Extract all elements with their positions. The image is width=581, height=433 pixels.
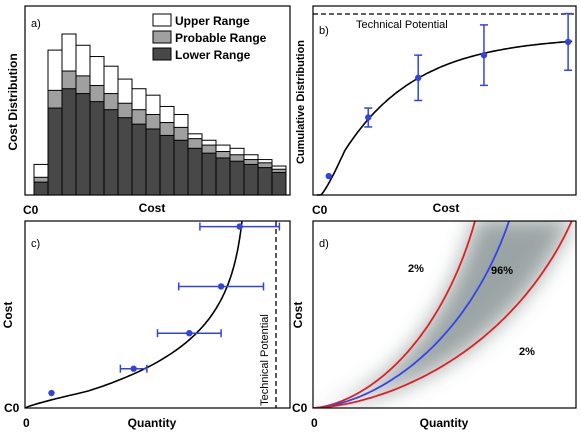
bar-lower-range — [131, 123, 147, 196]
legend-swatch-lower — [152, 47, 172, 61]
legend-label-probable: Probable Range — [175, 31, 267, 45]
panel-d-label: d) — [319, 238, 329, 250]
panel-c-potential-label: Technical Potential — [259, 314, 271, 406]
bar-lower-range — [75, 93, 91, 196]
legend-swatch-probable — [152, 30, 172, 44]
panel-b-potential-label: Technical Potential — [356, 19, 448, 31]
panel-d-annotation-upper: 2% — [408, 263, 424, 275]
panel-b-xlabel: Cost — [433, 201, 460, 215]
data-point — [217, 283, 225, 290]
panel-b-curve — [316, 40, 573, 196]
data-point — [480, 51, 488, 59]
panel-c-x-origin-label: 0 — [23, 416, 30, 430]
panel-d-frame — [312, 220, 577, 409]
bound-curve — [313, 221, 476, 408]
bar-lower-range — [33, 181, 49, 196]
panel-a: a) Upper Range Probable Range Lower Rang… — [6, 5, 291, 217]
bar-lower-range — [103, 109, 119, 196]
panel-d-annotation-middle: 96% — [491, 265, 513, 277]
panel-d-uncertainty-band — [313, 221, 572, 408]
bar-lower-range — [187, 147, 203, 196]
panel-d-x-origin-label: 0 — [311, 416, 318, 430]
bar-lower-range — [257, 167, 273, 196]
panel-c: Technical Potential c) Cost C0 0 Quantit… — [1, 220, 291, 430]
panel-c-frame — [24, 220, 291, 409]
panel-c-ylabel: Cost — [1, 302, 15, 329]
data-point — [236, 223, 243, 230]
panel-d-xlabel: Quantity — [420, 416, 469, 430]
data-point — [130, 365, 137, 372]
panel-a-xlabel: Cost — [139, 201, 166, 215]
data-point — [365, 114, 372, 121]
panel-b-ylabel: Cumulative Distribution — [295, 40, 307, 164]
panel-d-shading — [313, 221, 572, 408]
panel-b: Technical Potential b) Cumulative Distri… — [295, 5, 577, 217]
panel-b-points — [325, 12, 573, 180]
bar-lower-range — [229, 160, 245, 196]
panel-a-bars — [33, 33, 287, 196]
bar-lower-range — [89, 101, 105, 196]
panel-b-frame — [312, 5, 577, 196]
median-curve — [313, 221, 510, 408]
bar-lower-range — [47, 107, 63, 196]
panel-b-label: b) — [319, 25, 329, 37]
bar-lower-range — [271, 171, 287, 196]
panel-c-curve — [24, 220, 243, 409]
bar-lower-range — [215, 157, 231, 196]
bar-lower-range — [201, 152, 217, 196]
panel-a-label: a) — [31, 18, 41, 30]
bar-lower-range — [173, 139, 189, 196]
bar-lower-range — [61, 88, 77, 196]
panel-a-legend: Upper Range Probable Range Lower Range — [152, 13, 267, 62]
legend-label-upper: Upper Range — [175, 14, 250, 28]
data-point — [325, 172, 332, 180]
data-point — [186, 330, 193, 337]
bar-lower-range — [145, 128, 161, 196]
panel-c-y-origin-label: C0 — [4, 401, 20, 415]
panel-d-ylabel: Cost — [291, 302, 305, 329]
panel-c-label: c) — [31, 238, 40, 250]
panel-c-xlabel: Quantity — [128, 416, 177, 430]
panel-d-y-origin-label: C0 — [292, 401, 308, 415]
bar-lower-range — [243, 163, 259, 196]
legend-swatch-upper — [152, 13, 172, 27]
panel-d: d) 2% 96% 2% Cost C0 0 Quantity — [291, 220, 577, 430]
panel-d-annotation-lower: 2% — [519, 346, 535, 358]
bound-curve — [313, 221, 573, 408]
bar-lower-range — [117, 117, 133, 196]
panel-a-ylabel: Cost Distribution — [6, 53, 20, 150]
panel-c-points — [48, 222, 281, 397]
bar-lower-range — [159, 134, 175, 196]
legend-label-lower: Lower Range — [175, 48, 251, 62]
panel-b-origin-label: C0 — [312, 203, 328, 217]
panel-d-curves — [313, 221, 573, 408]
data-point — [415, 74, 422, 82]
data-point — [48, 389, 55, 397]
data-point — [564, 38, 572, 46]
panel-a-origin-label: C0 — [23, 203, 39, 217]
